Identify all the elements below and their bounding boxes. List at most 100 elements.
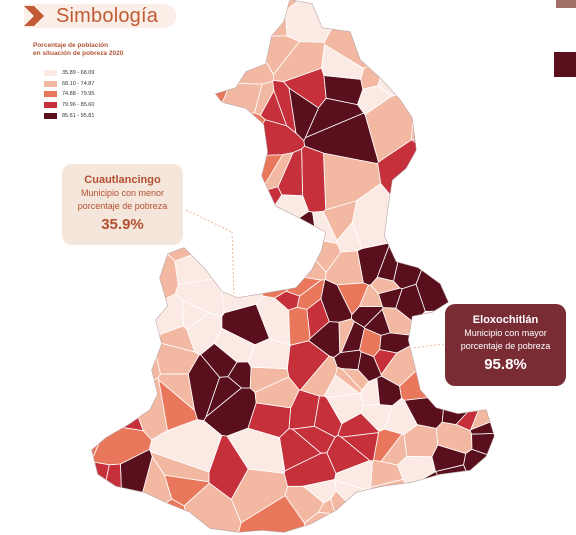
municipality-area [231, 218, 284, 257]
municipality-area [215, 161, 239, 199]
municipality-area [473, 467, 494, 487]
callout-max-poverty: Eloxochitlán Municipio con mayor porcent… [445, 304, 566, 386]
callout-municipality-name: Eloxochitlán [472, 314, 539, 326]
municipality-area [395, 198, 460, 246]
chevron-right-icon [24, 6, 44, 26]
municipality-area [445, 476, 477, 505]
callout-description-line1: Municipio con mayor [464, 328, 547, 338]
municipality-area [436, 490, 475, 530]
municipality-area [322, 200, 358, 242]
municipality-area [249, 366, 290, 393]
municipality-area [460, 22, 494, 43]
municipality-area [123, 50, 152, 93]
municipality-area [288, 87, 320, 142]
callout-min-poverty: Cuautlancingo Municipio con menor porcen… [62, 164, 183, 245]
municipality-area [340, 432, 379, 462]
municipality-area [351, 306, 384, 328]
municipality-area [299, 355, 338, 397]
decorative-corner-bar [556, 0, 576, 8]
legend-swatch [44, 102, 57, 108]
legend-title-line2: en situación de pobreza 2020 [33, 50, 124, 57]
legend-item: 35.89 - 68.09 [44, 69, 94, 77]
municipality-area [228, 112, 267, 152]
municipality-area [259, 89, 288, 127]
municipality-area [477, 77, 494, 127]
municipality-area [450, 38, 494, 82]
legend-swatch [44, 113, 57, 119]
municipality-area [176, 141, 230, 184]
callout-description-line2: porcentaje de pobreza [460, 341, 551, 351]
municipality-area [92, 273, 122, 338]
municipality-area [92, 93, 109, 147]
municipality-area [92, 363, 129, 381]
legend-item-label: 85.61 - 95.81 [62, 113, 95, 119]
callout-description-line2: porcentaje de pobreza [77, 201, 168, 211]
municipality-area [115, 31, 151, 56]
municipality-area [376, 375, 402, 407]
municipality-area [148, 2, 217, 40]
municipality-area [228, 188, 264, 227]
municipality-area [369, 478, 409, 525]
municipality-area [237, 253, 279, 290]
municipality-area [411, 125, 493, 176]
municipality-area [123, 8, 167, 53]
municipality-area [146, 34, 205, 102]
municipality-area [94, 134, 113, 157]
municipality-area [92, 86, 142, 109]
municipality-area [225, 150, 255, 190]
municipality-area [392, 198, 463, 261]
municipality-area [204, 231, 242, 279]
legend-item-label: 79.96 - 85.60 [62, 102, 95, 108]
municipality-area [92, 0, 115, 70]
municipality-area [92, 329, 108, 428]
legend-item-label: 68.10 - 74.87 [62, 81, 95, 87]
legend-item: 79.96 - 85.60 [44, 101, 94, 109]
municipality-area [92, 60, 134, 91]
municipality-area [410, 89, 459, 141]
legend-item: 68.10 - 74.87 [44, 80, 94, 88]
legend-title-line1: Porcentaje de población [33, 42, 109, 49]
municipality-area [291, 425, 336, 454]
municipality-area [254, 376, 300, 409]
municipality-area [180, 35, 221, 86]
municipality-area [492, 57, 494, 115]
decorative-side-block [554, 52, 576, 77]
municipality-area [92, 305, 132, 348]
legend-item: 85.61 - 95.81 [44, 112, 94, 120]
municipality-area [92, 336, 130, 371]
municipality-area [481, 450, 494, 496]
municipality-area [122, 320, 161, 353]
municipality-area [224, 0, 288, 37]
municipality-area [324, 250, 364, 286]
municipality-area [163, 96, 227, 143]
municipality-area [226, 427, 286, 474]
municipality-area [474, 101, 494, 188]
municipality-area [390, 4, 442, 50]
municipality-area [148, 0, 228, 20]
callout-municipality-name: Cuautlancingo [84, 174, 161, 186]
municipality-area [92, 239, 123, 278]
municipality-area [119, 246, 150, 277]
municipality-area [414, 0, 464, 20]
municipality-area [264, 194, 310, 231]
municipality-area [106, 133, 129, 153]
municipality-area [92, 363, 132, 396]
municipality-area [92, 392, 145, 432]
legend-swatch [44, 70, 57, 76]
municipality-area [471, 430, 494, 457]
municipality-area [430, 61, 485, 107]
municipality-area [92, 257, 129, 291]
municipality-area [237, 495, 308, 532]
municipality-area [277, 148, 304, 197]
section-header-band [24, 4, 176, 28]
municipality-area [204, 200, 238, 233]
municipality-area [288, 306, 311, 346]
legend-item: 74.88 - 79.95 [44, 90, 94, 98]
municipality-area [92, 413, 108, 463]
municipality-area [173, 71, 230, 102]
legend-title: Porcentaje de población en situación de … [33, 42, 183, 58]
legend-item-label: 35.89 - 68.09 [62, 70, 95, 76]
municipality-area [392, 42, 453, 97]
